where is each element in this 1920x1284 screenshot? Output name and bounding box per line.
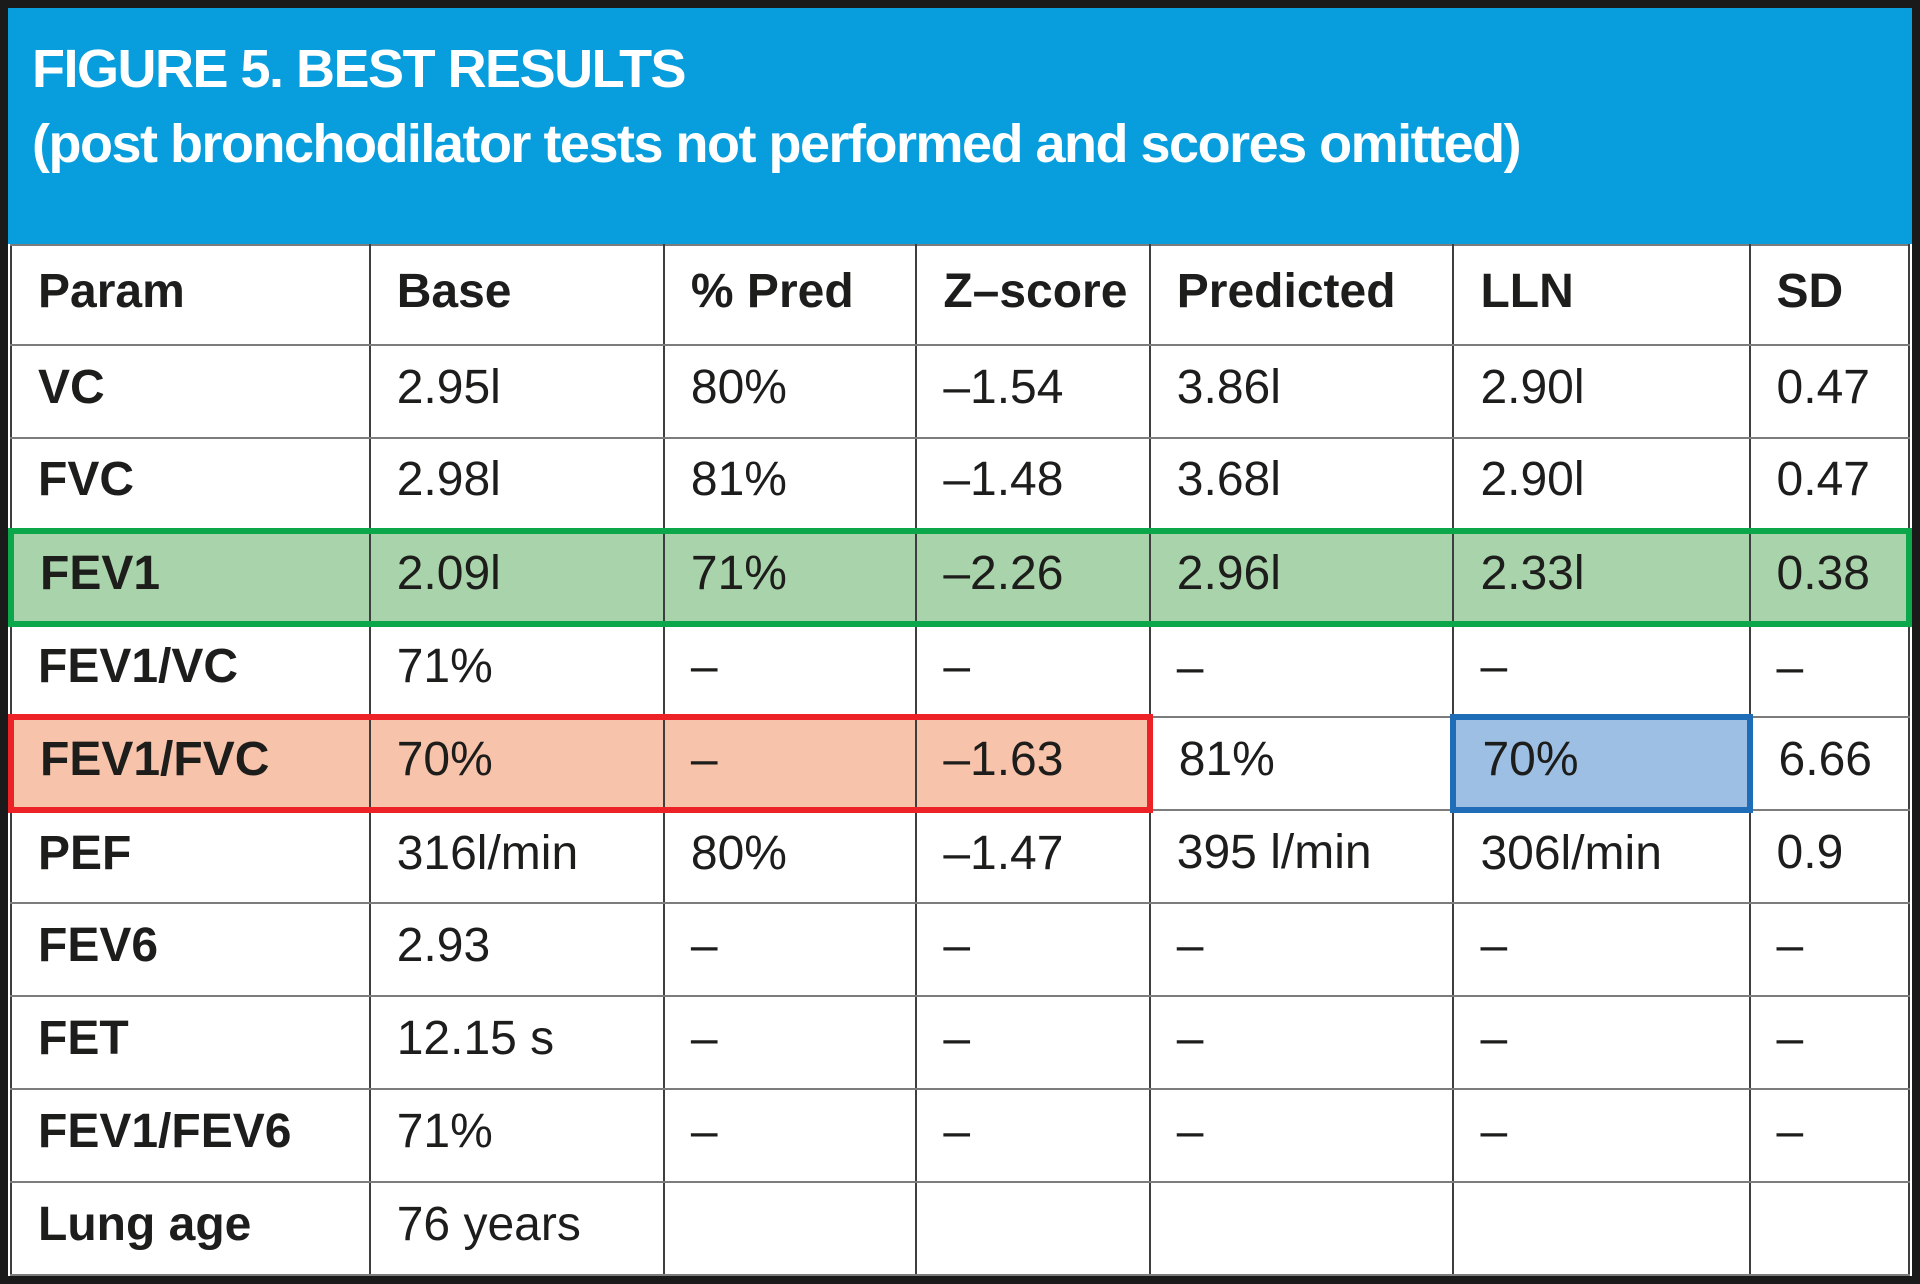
table-cell: –2.26 bbox=[915, 528, 1151, 627]
row-label-fev1-vc: FEV1/VC bbox=[10, 623, 371, 718]
table-cell: 2.09l bbox=[368, 528, 665, 627]
table-cell bbox=[1748, 1181, 1911, 1276]
table-cell: –1.54 bbox=[915, 344, 1151, 439]
table-cell: – bbox=[1452, 1088, 1751, 1183]
table-cell: – bbox=[662, 1088, 918, 1183]
table-cell: –1.47 bbox=[915, 809, 1151, 904]
table-cell: – bbox=[915, 995, 1151, 1090]
table-row-pef: PEF 316l/min 80% –1.47 395 l/min 306l/mi… bbox=[10, 809, 1911, 904]
table-cell: 2.96l bbox=[1148, 528, 1455, 627]
column-header-sd: SD bbox=[1748, 244, 1911, 346]
table-cell: – bbox=[915, 902, 1151, 997]
table-cell bbox=[1148, 1181, 1455, 1276]
table-cell: 12.15 s bbox=[368, 995, 665, 1090]
table-cell: – bbox=[1748, 902, 1911, 997]
row-label-fev6: FEV6 bbox=[10, 902, 371, 997]
row-label-fev1: FEV1 bbox=[8, 528, 371, 627]
table-cell: –1.48 bbox=[915, 437, 1151, 532]
table-cell: – bbox=[915, 1088, 1151, 1183]
table-cell: 3.86l bbox=[1148, 344, 1455, 439]
table-cell: 81% bbox=[1148, 716, 1455, 811]
table-cell: 80% bbox=[662, 809, 918, 904]
table-cell: – bbox=[1148, 1088, 1455, 1183]
table-row-fev1-vc: FEV1/VC 71% – – – – – bbox=[10, 623, 1911, 718]
table-cell-highlighted-blue: 70% bbox=[1450, 714, 1753, 813]
row-label-lung-age: Lung age bbox=[10, 1181, 371, 1276]
table-cell: 2.33l bbox=[1452, 528, 1751, 627]
table-cell-highlighted-red: 70% bbox=[368, 714, 665, 813]
table-cell: 76 years bbox=[368, 1181, 665, 1276]
table-cell: 71% bbox=[368, 623, 665, 718]
table-cell: 0.47 bbox=[1748, 344, 1911, 439]
table-cell: 2.90l bbox=[1452, 437, 1751, 532]
table-cell bbox=[1452, 1181, 1751, 1276]
table-row-fev1-fvc: FEV1/FVC 70% – –1.63 81% 70% 6.66 bbox=[8, 714, 1911, 813]
table-cell: – bbox=[1148, 902, 1455, 997]
table-cell: – bbox=[662, 623, 918, 718]
figure-title-line1: FIGURE 5. BEST RESULTS bbox=[32, 39, 687, 99]
column-header-param: Param bbox=[10, 244, 371, 346]
table-header-row: Param Base % Pred Z–score Predicted LLN … bbox=[10, 244, 1911, 346]
results-table: Param Base % Pred Z–score Predicted LLN … bbox=[8, 244, 1912, 1276]
table-cell: 2.90l bbox=[1452, 344, 1751, 439]
table-cell: 2.95l bbox=[368, 344, 665, 439]
table-row-fev1-fev6: FEV1/FEV6 71% – – – – – bbox=[10, 1088, 1911, 1183]
table-cell bbox=[662, 1181, 918, 1276]
table-cell: – bbox=[1748, 1088, 1911, 1183]
table-cell: – bbox=[915, 623, 1151, 718]
table-row-vc: VC 2.95l 80% –1.54 3.86l 2.90l 0.47 bbox=[10, 344, 1911, 439]
table-cell: 2.98l bbox=[368, 437, 665, 532]
column-header-base: Base bbox=[368, 244, 665, 346]
table-row-fev6: FEV6 2.93 – – – – – bbox=[10, 902, 1911, 997]
row-label-fev1-fev6: FEV1/FEV6 bbox=[10, 1088, 371, 1183]
table-cell: 395 l/min bbox=[1148, 809, 1455, 904]
table-cell: 0.47 bbox=[1748, 437, 1911, 532]
table-cell: 2.93 bbox=[368, 902, 665, 997]
table-cell-highlighted-red: – bbox=[662, 714, 918, 813]
table-cell: – bbox=[1148, 995, 1455, 1090]
table-row-fvc: FVC 2.98l 81% –1.48 3.68l 2.90l 0.47 bbox=[10, 437, 1911, 532]
table-cell: 316l/min bbox=[368, 809, 665, 904]
row-label-vc: VC bbox=[10, 344, 371, 439]
figure-title-band: FIGURE 5. BEST RESULTS (post bronchodila… bbox=[8, 8, 1912, 244]
column-header-pred-pct: % Pred bbox=[662, 244, 918, 346]
table-cell: 3.68l bbox=[1148, 437, 1455, 532]
table-cell: 0.38 bbox=[1748, 528, 1912, 627]
table-row-lung-age: Lung age 76 years bbox=[10, 1181, 1911, 1276]
column-header-z-score: Z–score bbox=[915, 244, 1151, 346]
table-cell: 71% bbox=[368, 1088, 665, 1183]
table-cell: 71% bbox=[662, 528, 918, 627]
table-cell: – bbox=[662, 995, 918, 1090]
table-cell: 80% bbox=[662, 344, 918, 439]
table-cell: 81% bbox=[662, 437, 918, 532]
table-cell: – bbox=[1748, 623, 1911, 718]
table-cell: – bbox=[1748, 995, 1911, 1090]
table-cell: – bbox=[662, 902, 918, 997]
row-label-pef: PEF bbox=[10, 809, 371, 904]
row-label-fvc: FVC bbox=[10, 437, 371, 532]
table-row-fev1-highlighted-green: FEV1 2.09l 71% –2.26 2.96l 2.33l 0.38 bbox=[8, 528, 1912, 627]
table-cell: – bbox=[1452, 623, 1751, 718]
table-row-fet: FET 12.15 s – – – – – bbox=[10, 995, 1911, 1090]
table-cell: – bbox=[1148, 623, 1455, 718]
table-cell: 0.9 bbox=[1748, 809, 1911, 904]
table-cell bbox=[915, 1181, 1151, 1276]
table-cell: – bbox=[1452, 995, 1751, 1090]
figure-title-line2: (post bronchodilator tests not performed… bbox=[32, 113, 1522, 174]
table-cell: 6.66 bbox=[1748, 716, 1911, 811]
table-cell: – bbox=[1452, 902, 1751, 997]
column-header-lln: LLN bbox=[1452, 244, 1751, 346]
column-header-predicted: Predicted bbox=[1148, 244, 1455, 346]
table-cell-highlighted-red: –1.63 bbox=[915, 714, 1153, 813]
row-label-fev1-fvc-highlighted-red: FEV1/FVC bbox=[8, 714, 371, 813]
row-label-fet: FET bbox=[10, 995, 371, 1090]
table-cell: 306l/min bbox=[1452, 809, 1751, 904]
